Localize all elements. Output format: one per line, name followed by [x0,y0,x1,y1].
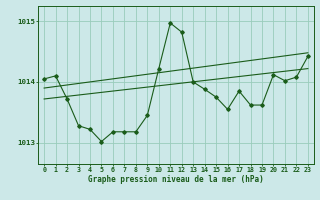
X-axis label: Graphe pression niveau de la mer (hPa): Graphe pression niveau de la mer (hPa) [88,175,264,184]
